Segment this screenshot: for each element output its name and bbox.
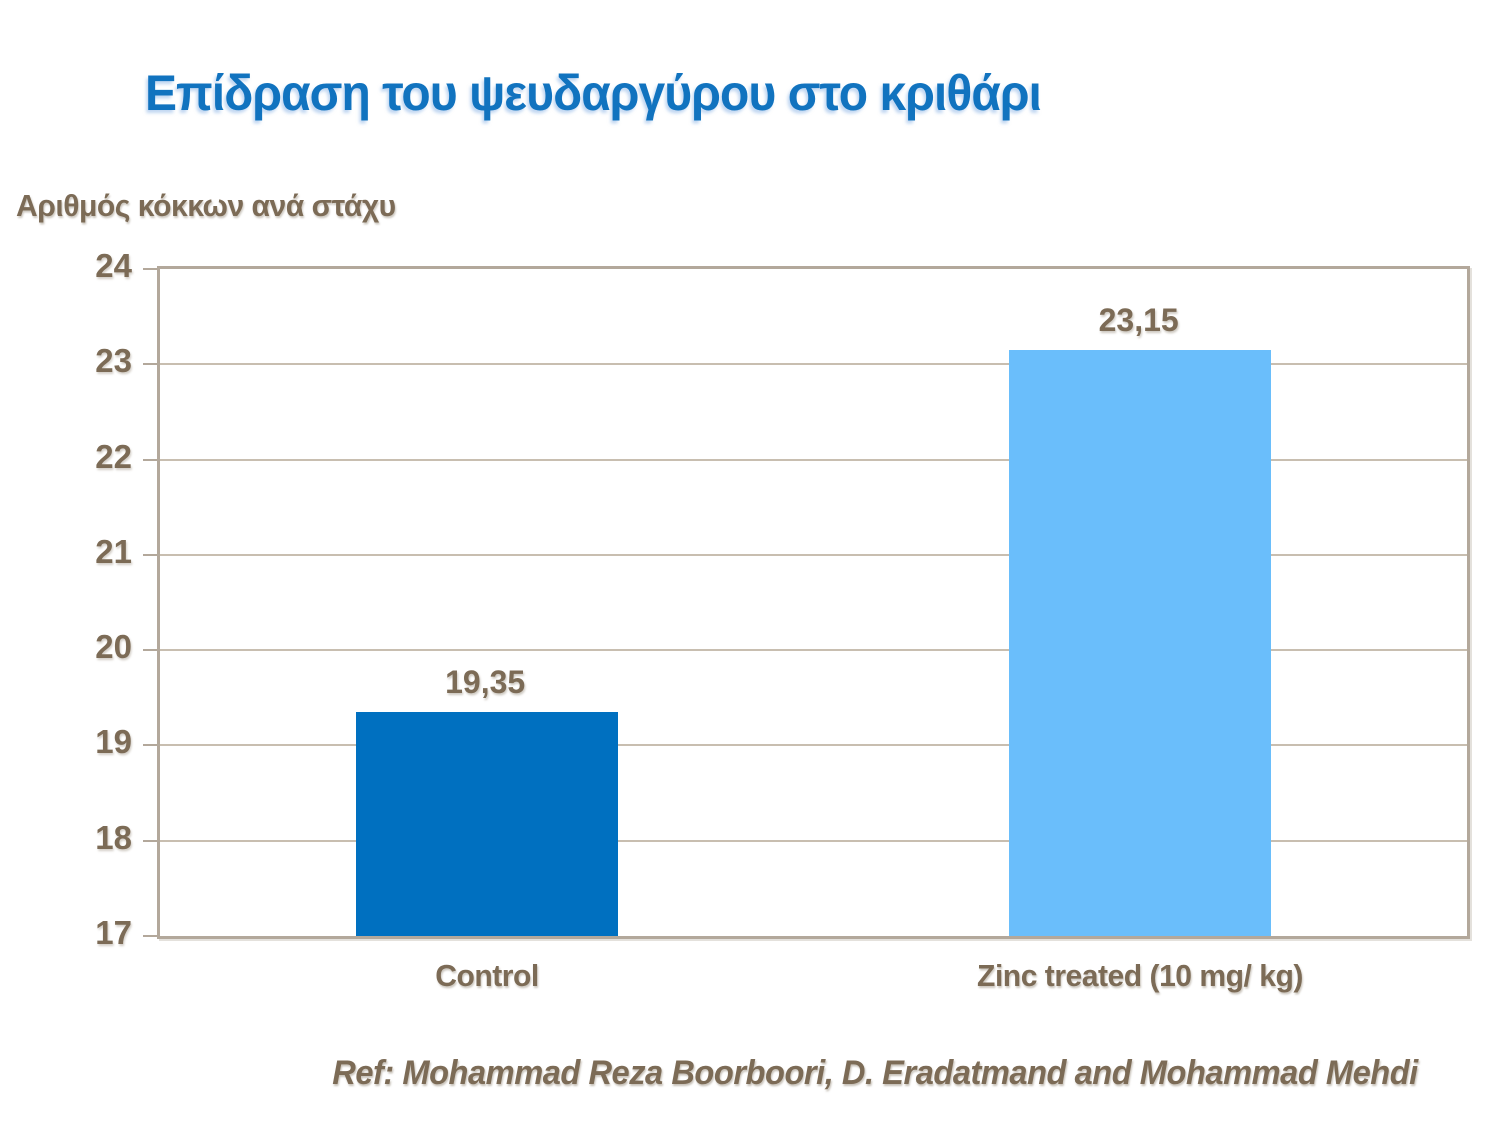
gridline [160,744,1467,747]
y-tick-label: 23 [95,342,132,380]
y-axis-tick-mark [143,553,157,556]
gridline [160,553,1467,556]
y-axis-tick-mark [143,935,157,937]
reference-footer: Ref: Mohammad Reza Boorboori, D. Eradatm… [332,1054,1418,1092]
y-axis-tick-mark [143,363,157,366]
y-axis-tick-mark [143,744,157,747]
x-category-label: Zinc treated (10 mg/ kg) [977,958,1304,993]
y-axis-tick-mark [143,458,157,461]
y-tick-label: 17 [95,913,132,951]
bar-slot-zinc-treated-10-mg-kg-: 23,15 [1009,269,1272,936]
gridline [160,839,1467,842]
gridline [160,458,1467,461]
bar [355,712,618,936]
bar-value-label: 19,35 [445,664,526,701]
x-axis-category-labels: Control Zinc treated (10 mg/ kg) [160,958,1467,1002]
y-tick-label: 20 [95,628,132,666]
bar-slot-control: 19,35 [355,269,618,936]
y-axis-tick-mark [143,839,157,842]
gridline [160,363,1467,366]
y-axis-tick-mark [143,649,157,652]
y-tick-label: 22 [95,437,132,475]
x-category-label: Control [434,958,539,993]
gridline [160,649,1467,652]
y-axis-title: Αριθμός κόκκων ανά στάχυ [16,188,396,223]
y-axis-tick-mark [143,268,157,270]
y-axis-tick-labels: 24 23 22 21 20 19 18 17 [0,247,132,951]
y-tick-label: 18 [95,818,132,856]
chart-title: Επίδραση του ψευδαργύρου στο κριθάρι [145,65,1042,121]
y-tick-label: 21 [95,532,132,570]
plot-area: 19,35 23,15 [143,266,1470,939]
y-tick-label: 24 [95,246,132,284]
y-tick-label: 19 [95,723,132,761]
bar [1009,350,1272,936]
bar-value-label: 23,15 [1098,302,1179,338]
